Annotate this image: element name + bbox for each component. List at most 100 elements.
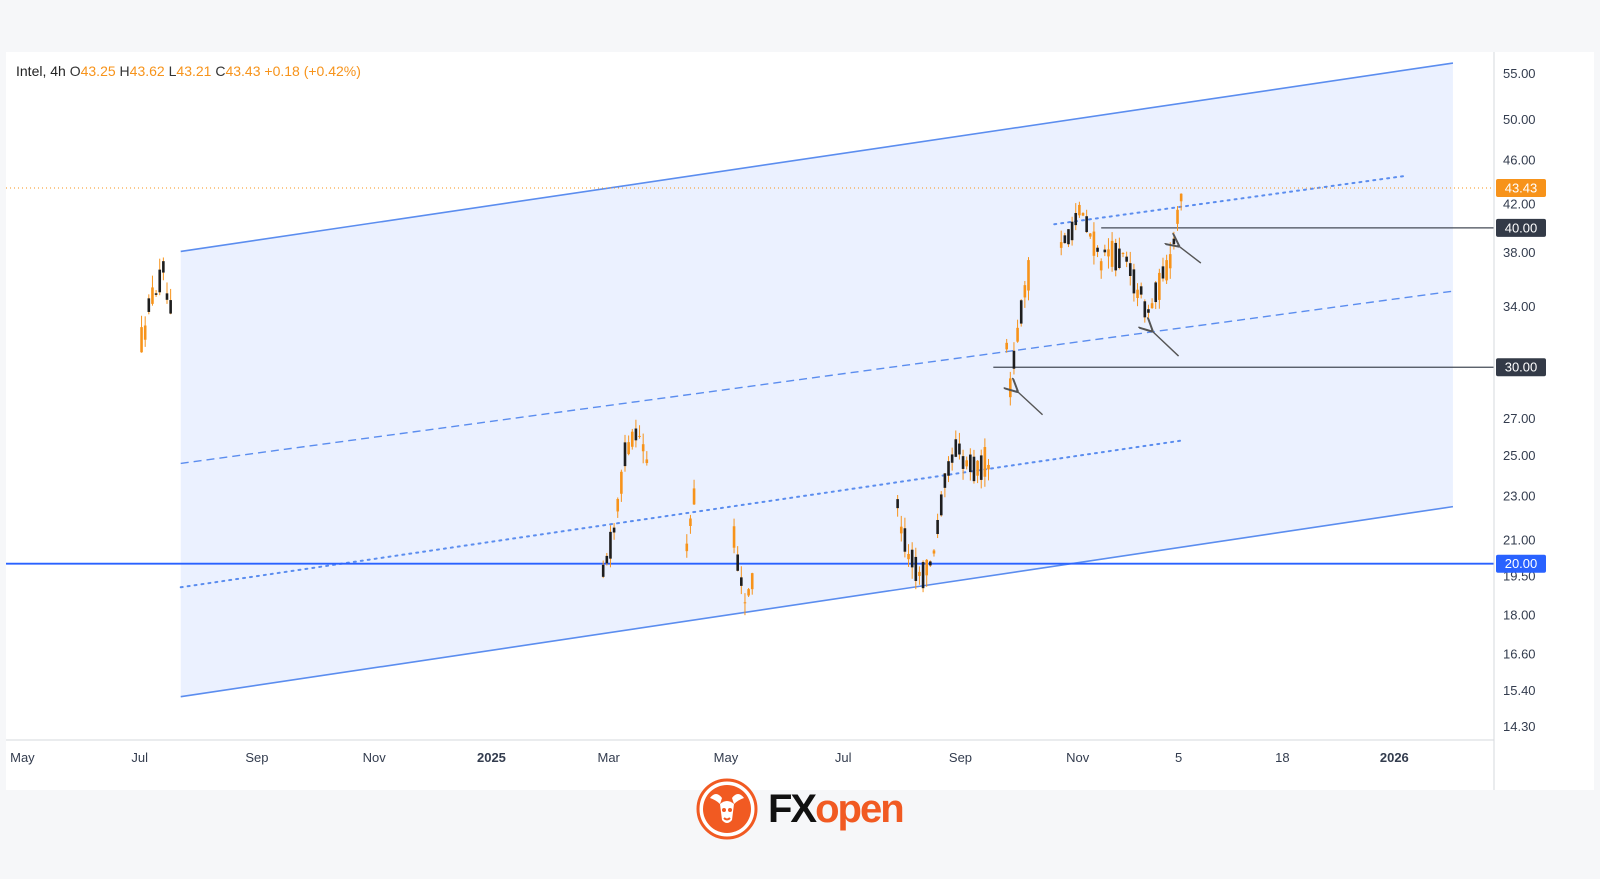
time-tick-label: 2026: [1380, 750, 1409, 765]
time-tick-label: Jul: [835, 750, 852, 765]
high-label: H: [119, 63, 130, 79]
candle-body: [965, 460, 968, 467]
candle-body: [987, 464, 990, 470]
candle-body: [1103, 249, 1107, 253]
candle-body: [1176, 209, 1179, 224]
candle-body: [932, 550, 936, 554]
candle-body: [899, 526, 903, 534]
price-tick-label: 46.00: [1503, 153, 1536, 168]
time-tick-label: 5: [1175, 750, 1182, 765]
candle-body: [961, 456, 965, 469]
candle-body: [1136, 289, 1139, 299]
level-tag-20.00-bg: [1496, 554, 1546, 573]
candle-body: [958, 443, 961, 455]
candle-body: [623, 442, 627, 467]
candle-body: [1005, 342, 1008, 350]
candle-body: [616, 498, 620, 512]
candle-body: [638, 435, 641, 437]
price-tick-label: 23.00: [1503, 488, 1536, 503]
candle-body: [903, 528, 907, 552]
low-value: 43.21: [176, 63, 212, 79]
candle-body: [689, 518, 692, 526]
time-tick-label: May: [714, 750, 739, 765]
candle-body: [685, 543, 689, 552]
high-value: 43.62: [129, 63, 165, 79]
candle-body: [620, 471, 623, 494]
candle-body: [743, 602, 747, 604]
candle-body: [1128, 263, 1132, 276]
price-tick-label: 27.00: [1503, 411, 1536, 426]
time-tick-label: 2025: [477, 750, 506, 765]
candle-body: [740, 577, 743, 586]
price-tick-label: 38.00: [1503, 245, 1536, 260]
candle-body: [1009, 378, 1012, 398]
symbol-label: Intel, 4h: [16, 63, 66, 79]
candle-body: [1092, 231, 1096, 256]
change-value: +0.18 (+0.42%): [264, 63, 361, 79]
last-price-tag-bg: [1496, 178, 1546, 197]
candle-body: [1085, 216, 1088, 233]
last-price-tag-text: 43.43: [1505, 180, 1538, 195]
candle-body: [1027, 260, 1030, 291]
candle-body: [918, 571, 921, 576]
candle-body: [954, 439, 958, 457]
candle-body: [972, 456, 976, 482]
candle-body: [1016, 327, 1019, 342]
candle-body: [165, 293, 169, 300]
candle-body: [158, 269, 162, 293]
candle-body: [1074, 212, 1078, 226]
price-chart[interactable]: 55.00 50.00 46.00 42.00 38.00 34.00 27.00 25.00…: [6, 52, 1594, 790]
time-tick-label: Jul: [131, 750, 148, 765]
price-tick-label: 14.30: [1503, 719, 1536, 734]
candle-body: [979, 455, 983, 480]
candle-body: [1132, 269, 1136, 294]
brand-wordmark: FXopen: [768, 787, 905, 831]
candle-body: [1154, 282, 1158, 303]
level-tag-30.00-text: 30.00: [1505, 360, 1538, 375]
candle-body: [969, 454, 972, 473]
candle-body: [151, 287, 154, 304]
time-tick-label: Sep: [245, 750, 268, 765]
candle-body: [1165, 260, 1168, 281]
price-tick-label: 15.40: [1503, 683, 1536, 698]
level-tag-40.00-text: 40.00: [1505, 220, 1538, 235]
candle-body: [609, 531, 612, 559]
candle-body: [645, 459, 649, 464]
dotted-trendline-1: [179, 439, 1185, 589]
candle-body: [1158, 272, 1161, 300]
candle-body: [630, 431, 634, 447]
price-tick-label: 21.00: [1503, 533, 1536, 548]
candle-body: [1063, 235, 1067, 244]
candle-body: [627, 442, 630, 455]
channel-fill: [180, 63, 1453, 697]
candle-body: [907, 553, 910, 560]
candle-body: [732, 526, 736, 548]
level-tag-20.00-text: 20.00: [1505, 556, 1538, 571]
candle-body: [1147, 309, 1150, 313]
candle-body: [1114, 242, 1118, 271]
candle-body: [950, 454, 954, 463]
price-tick-label: 25.00: [1503, 448, 1536, 463]
price-tick-label: 50.00: [1503, 112, 1536, 127]
candle-body: [162, 261, 165, 273]
candle-body: [1121, 253, 1125, 255]
channel-upper-line: [180, 62, 1454, 253]
chart-panel[interactable]: 55.00 50.00 46.00 42.00 38.00 34.00 27.00 25.00…: [6, 52, 1594, 790]
time-tick-label: May: [10, 750, 35, 765]
candle-body: [1118, 248, 1121, 269]
level-tag-40.00-bg: [1496, 218, 1546, 237]
candle-body: [1096, 247, 1099, 252]
candle-body: [976, 460, 979, 476]
price-tick-label: 16.60: [1503, 646, 1536, 661]
price-tick-label: 42.00: [1503, 197, 1536, 212]
candle-body: [1161, 266, 1165, 279]
ohlc-legend: Intel, 4h O43.25 H43.62 L43.21 C43.43 +0…: [16, 63, 361, 79]
brand-fx: FX: [768, 787, 817, 831]
candle-body: [936, 519, 939, 535]
candle-body: [1081, 213, 1085, 216]
candle-body: [1099, 261, 1103, 271]
candle-body: [1019, 300, 1023, 324]
bull-emblem-icon: [696, 778, 758, 840]
candle-body: [1012, 350, 1016, 369]
time-tick-label: 18: [1275, 750, 1289, 765]
